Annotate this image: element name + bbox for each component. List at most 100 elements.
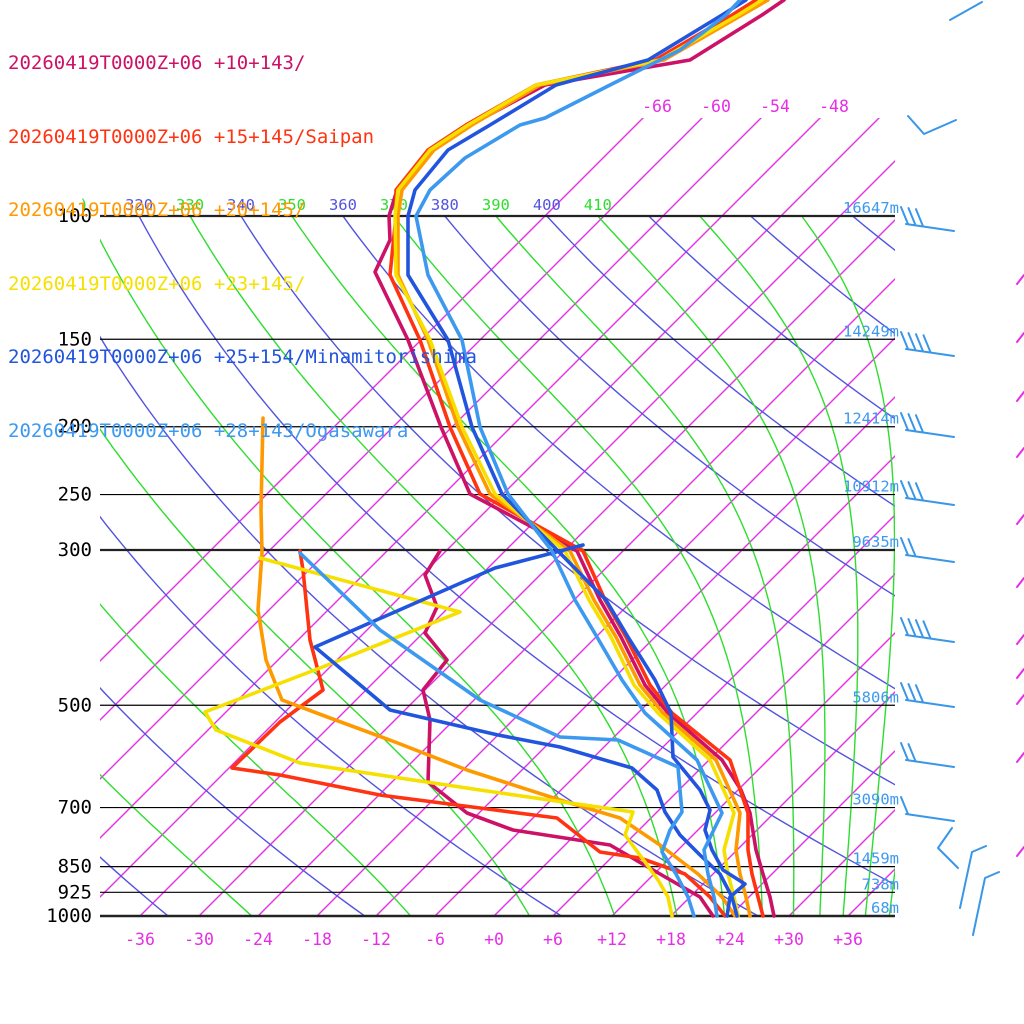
theta-label-410: 410 xyxy=(584,196,612,214)
moist-adiabat-370 xyxy=(393,216,764,916)
temp-label-bottom--36: -36 xyxy=(125,930,155,949)
theta-label-400: 400 xyxy=(533,196,561,214)
theta-label-320: 320 xyxy=(125,196,153,214)
edge-tick xyxy=(1016,634,1024,645)
edge-tick xyxy=(1016,332,1024,343)
isotherm-12 xyxy=(611,632,895,916)
edge-tick xyxy=(1016,274,1024,285)
theta-labels-group: 320 330 340 350 360 370 380 390 400 410) xyxy=(79,196,611,214)
legend-item-0: 20260419T0000Z+06 +10+143/ xyxy=(8,52,306,74)
pressure-label-1000: 1000 xyxy=(46,905,92,927)
pressure-label-700: 700 xyxy=(58,797,92,819)
wind-barb-tick xyxy=(915,333,924,353)
edge-tick xyxy=(1016,514,1024,525)
wind-barb-tick xyxy=(900,206,909,225)
edge-tick xyxy=(1016,577,1024,588)
pressure-label-850: 850 xyxy=(58,856,92,878)
isotherm-18 xyxy=(670,691,895,916)
moist-adiabat-390 xyxy=(495,216,795,916)
temperature-profile-p20-145 xyxy=(396,0,770,918)
wind-barb xyxy=(972,871,1000,936)
temp-label-bottom--12: -12 xyxy=(361,930,391,949)
wind-barbs-group xyxy=(900,1,1024,936)
wind-barb-tick xyxy=(915,619,924,639)
pressure-label-500: 500 xyxy=(58,694,92,716)
theta-label-380: 380 xyxy=(431,196,459,214)
wind-barb xyxy=(905,813,955,822)
legend-item-3: 20260419T0000Z+06 +23+145/ xyxy=(8,272,306,295)
altitude-label-1000: 68m xyxy=(871,899,899,917)
temp-label-top--66: -66 xyxy=(642,97,672,116)
temp-label-bottom-6: +6 xyxy=(543,930,563,949)
dewpoint-profile-p23-145 xyxy=(203,556,674,918)
theta-label-340: 340 xyxy=(227,196,255,214)
moist-adiabat-430 xyxy=(699,216,859,916)
wind-barb xyxy=(959,845,987,909)
isotherm--48 xyxy=(100,118,821,839)
temp-label-bottom-0: +0 xyxy=(484,930,504,949)
temp-label-bottom--30: -30 xyxy=(184,930,214,949)
wind-barb-tick xyxy=(900,617,909,636)
dewpoint-profile-p25-154 xyxy=(313,543,739,918)
altitude-label-925: 738m xyxy=(862,875,899,893)
legend-item-2: 20260419T0000Z+06 +20+145/ xyxy=(8,199,306,221)
isotherm--42 xyxy=(100,118,880,898)
altitude-label-300: 9635m xyxy=(852,533,899,551)
wind-barb-tick xyxy=(907,743,917,763)
dewpoint-profile-p20-145 xyxy=(256,416,737,918)
temp-label-bottom-24: +24 xyxy=(715,930,745,949)
isotherm--36 xyxy=(139,160,895,916)
wind-barb-tick xyxy=(907,538,917,558)
wind-barb-tick xyxy=(907,413,917,433)
temp-label-top--48: -48 xyxy=(819,97,849,116)
wind-barb xyxy=(905,429,955,438)
dewpoint-profile-p15-145 xyxy=(230,549,727,918)
wind-barb-tick xyxy=(915,414,924,434)
moist-adiabat-250 xyxy=(100,773,253,916)
wind-barb-tick xyxy=(907,683,917,703)
theta-label-390: 390 xyxy=(482,196,510,214)
legend-item-1: 20260419T0000Z+06 +15+145/Saipan xyxy=(8,125,375,148)
pressure-label-100: 100 xyxy=(58,205,92,227)
legend-item-5: 20260419T0000Z+06 +28+143/Ogasawara xyxy=(8,419,409,442)
wind-barb xyxy=(905,759,955,768)
legend-item-4: 20260419T0000Z+06 +25+154/Minamitorishim… xyxy=(8,346,477,368)
edge-tick xyxy=(1016,694,1024,705)
wind-barb-tick xyxy=(900,537,909,556)
pressure-label-925: 925 xyxy=(58,881,92,903)
wind-barb-tick xyxy=(907,332,917,352)
temperature-profile-p28-143 xyxy=(414,0,742,918)
pressure-label-300: 300 xyxy=(58,539,92,561)
wind-barb-tick xyxy=(922,334,932,354)
theta-label-partial: ) xyxy=(79,196,88,214)
temperature-profile-p23-145 xyxy=(393,0,764,918)
wind-barb xyxy=(905,223,955,232)
isotherm-6 xyxy=(552,573,895,916)
moist-adiabat-410 xyxy=(597,216,826,916)
dry-adiabat-380 xyxy=(444,216,895,597)
wind-barb-tick xyxy=(907,618,917,638)
wind-barb-tick xyxy=(907,481,917,501)
theta-label-360: 360 xyxy=(329,196,357,214)
temp-label-bottom-30: +30 xyxy=(774,930,804,949)
dry-adiabat-400 xyxy=(546,216,895,507)
dry-adiabat-280 xyxy=(100,515,563,916)
wind-barb-tick xyxy=(915,482,924,502)
wind-barb-tick xyxy=(915,208,924,228)
moist-adiabat-310 xyxy=(100,238,616,916)
altitude-label-100: 16647m xyxy=(843,199,899,217)
temp-label-bottom--24: -24 xyxy=(243,930,273,949)
moist-adiabat-270 xyxy=(100,603,412,916)
altitude-label-850: 1459m xyxy=(852,850,899,868)
dry-adiabat-300 xyxy=(100,335,760,916)
dry-adiabat-420 xyxy=(648,216,895,420)
wind-barb-tick xyxy=(900,682,909,701)
wind-barb xyxy=(905,699,955,708)
wind-barb xyxy=(937,827,959,869)
edge-tick xyxy=(1016,846,1024,857)
temp-label-bottom--18: -18 xyxy=(302,930,332,949)
edge-tick xyxy=(1016,668,1024,679)
isotherm--6 xyxy=(434,455,895,916)
pressure-label-200: 200 xyxy=(58,416,92,438)
